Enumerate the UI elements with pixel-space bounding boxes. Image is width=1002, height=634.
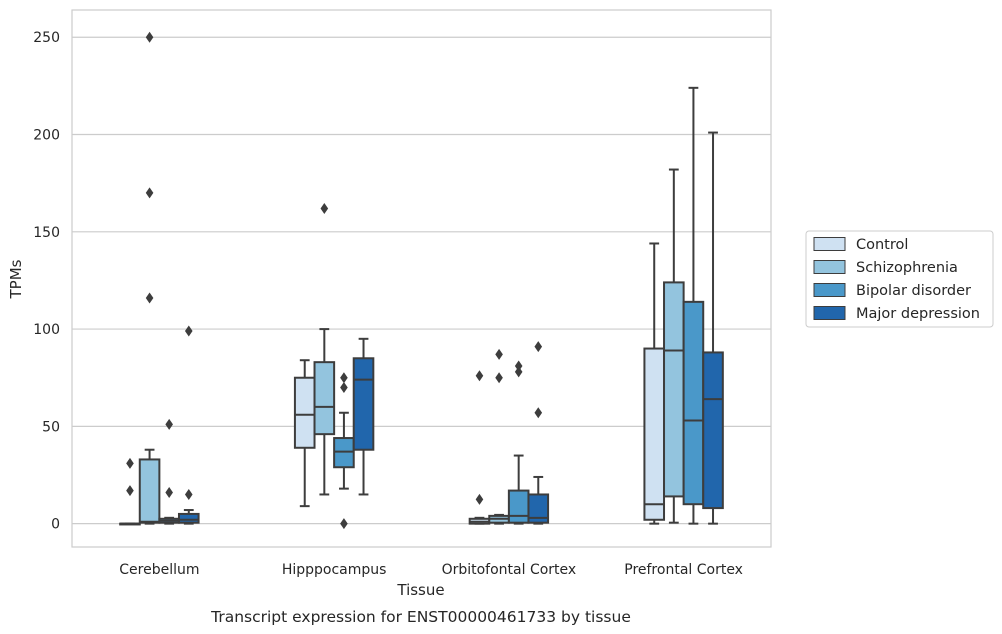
box bbox=[527, 493, 550, 524]
x-tick-labels: Cerebellum Hipppocampus Orbitofontal Corte… bbox=[119, 562, 743, 578]
legend-swatch bbox=[813, 237, 846, 251]
y-axis-label: TPMs bbox=[7, 259, 25, 299]
y-tick-label: 0 bbox=[51, 517, 60, 533]
x-tick-label: Prefrontal Cortex bbox=[624, 562, 743, 578]
outlier-point bbox=[145, 292, 154, 304]
box-group bbox=[507, 360, 530, 525]
x-tick-label: Cerebellum bbox=[119, 562, 199, 578]
legend-swatch bbox=[813, 283, 846, 297]
plot-frame bbox=[71, 9, 772, 548]
legend-swatch bbox=[813, 306, 846, 320]
outlier-point bbox=[534, 407, 543, 419]
outlier-point bbox=[495, 372, 503, 384]
outlier-point bbox=[145, 187, 154, 199]
legend-label: Major depression bbox=[856, 306, 980, 322]
box bbox=[138, 458, 161, 524]
box-group bbox=[663, 168, 685, 524]
y-tick-label: 250 bbox=[33, 30, 60, 46]
box-group bbox=[468, 370, 491, 525]
outlier-point bbox=[340, 518, 348, 530]
y-tick-label: 50 bbox=[42, 419, 60, 435]
box-group bbox=[177, 325, 200, 525]
y-tick-label: 150 bbox=[33, 225, 60, 241]
outlier-point bbox=[320, 202, 329, 214]
outlier-point bbox=[184, 325, 193, 337]
outlier-point bbox=[495, 348, 503, 360]
legend-label: Control bbox=[856, 237, 908, 253]
box-group bbox=[293, 359, 316, 508]
legend: Control Schizophrenia Bipolar disorder Majo… bbox=[805, 230, 994, 328]
x-axis-label: Tissue bbox=[396, 581, 444, 599]
box bbox=[177, 512, 200, 524]
box-group bbox=[527, 341, 550, 525]
box-group bbox=[352, 337, 375, 496]
box-group bbox=[643, 242, 666, 525]
outlier-point bbox=[165, 487, 173, 499]
outlier-point bbox=[514, 360, 523, 372]
outlier-point bbox=[475, 370, 484, 382]
box bbox=[293, 376, 316, 449]
chart-caption: Transcript expression for ENST0000046173… bbox=[210, 608, 631, 626]
box-group bbox=[488, 348, 510, 525]
box bbox=[682, 300, 705, 506]
outlier-point bbox=[126, 485, 134, 497]
legend-frame bbox=[805, 230, 994, 328]
y-tick-label: 100 bbox=[33, 322, 60, 338]
box bbox=[507, 489, 530, 524]
box bbox=[352, 357, 375, 451]
box-group bbox=[682, 86, 705, 525]
legend-item: Schizophrenia bbox=[813, 260, 958, 276]
outlier-point bbox=[165, 418, 173, 430]
outlier-point bbox=[184, 488, 193, 500]
box-group bbox=[158, 418, 180, 525]
legend-label: Schizophrenia bbox=[856, 260, 958, 276]
outlier-point bbox=[145, 31, 154, 43]
x-tick-label: Hipppocampus bbox=[282, 562, 387, 578]
outlier-point bbox=[126, 457, 134, 469]
legend-item: Bipolar disorder bbox=[813, 283, 971, 299]
y-tick-labels: 0 50 100 150 200 250 bbox=[33, 30, 60, 532]
outlier-point bbox=[340, 372, 348, 384]
outlier-point bbox=[475, 493, 484, 505]
box bbox=[702, 351, 724, 510]
box-group bbox=[138, 31, 161, 525]
y-tick-label: 200 bbox=[33, 128, 60, 144]
x-tick-label: Orbitofontal Cortex bbox=[442, 562, 577, 578]
legend-item: Major depression bbox=[813, 306, 980, 322]
box-group bbox=[333, 372, 355, 530]
box bbox=[643, 347, 666, 521]
legend-label: Bipolar disorder bbox=[856, 283, 971, 299]
outlier-point bbox=[340, 381, 348, 393]
box-group bbox=[313, 202, 336, 496]
boxes bbox=[119, 31, 724, 530]
box-group bbox=[702, 131, 724, 525]
outlier-point bbox=[514, 366, 523, 378]
box bbox=[313, 361, 336, 436]
legend-swatch bbox=[813, 260, 846, 274]
outlier-point bbox=[534, 341, 543, 353]
box-group bbox=[119, 457, 141, 526]
legend-item: Control bbox=[813, 237, 908, 253]
box bbox=[663, 281, 685, 498]
